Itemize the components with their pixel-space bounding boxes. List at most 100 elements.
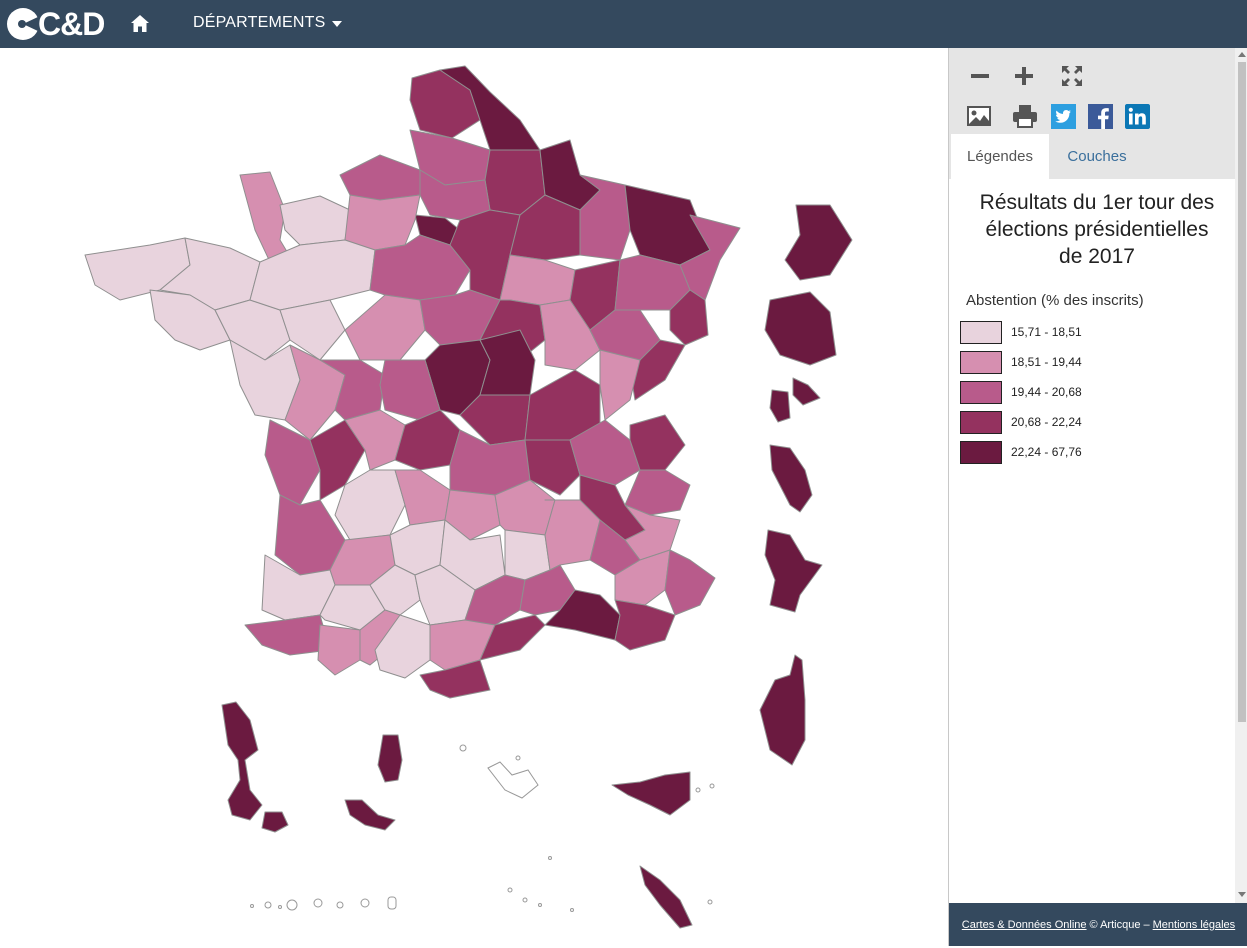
share-facebook-button[interactable] xyxy=(1086,102,1114,130)
legend-title-line: Résultats du 1er tour des xyxy=(979,191,1215,214)
department[interactable] xyxy=(149,289,231,351)
department[interactable] xyxy=(764,291,837,366)
legend-swatch xyxy=(960,410,1002,434)
export-image-button[interactable] xyxy=(965,102,993,130)
linkedin-icon xyxy=(1124,103,1150,129)
department[interactable] xyxy=(479,614,546,661)
department[interactable] xyxy=(344,799,396,831)
department[interactable] xyxy=(599,349,641,421)
fullscreen-button[interactable] xyxy=(1058,62,1086,90)
department[interactable] xyxy=(629,414,686,471)
scroll-thumb[interactable] xyxy=(1238,62,1246,722)
legend-item: 20,68 - 22,24 xyxy=(960,410,1160,434)
department[interactable] xyxy=(624,469,691,516)
department[interactable] xyxy=(764,529,823,613)
legend-swatch xyxy=(960,350,1002,374)
zoom-in-icon xyxy=(1015,67,1033,85)
legend-item: 18,51 - 19,44 xyxy=(960,350,1160,374)
legend-label: 19,44 - 20,68 xyxy=(1011,385,1082,399)
department[interactable] xyxy=(639,865,693,929)
department[interactable] xyxy=(344,194,421,251)
print-button[interactable] xyxy=(1011,102,1039,130)
department[interactable] xyxy=(279,195,351,246)
legend-label: 22,24 - 67,76 xyxy=(1011,445,1082,459)
tab-legends[interactable]: Légendes xyxy=(951,134,1049,179)
department[interactable] xyxy=(499,254,576,306)
department[interactable] xyxy=(339,154,421,201)
departments-dropdown-label: DÉPARTEMENTS xyxy=(193,14,326,31)
department[interactable] xyxy=(539,299,601,371)
logo[interactable]: C&D xyxy=(6,6,105,42)
home-button[interactable] xyxy=(128,12,152,36)
legal-notice-link[interactable]: Mentions légales xyxy=(1152,918,1236,931)
legend-swatch xyxy=(960,320,1002,344)
department[interactable] xyxy=(261,811,289,833)
legend-title-line: élections présidentielles xyxy=(985,218,1209,241)
share-linkedin-button[interactable] xyxy=(1123,102,1151,130)
department[interactable] xyxy=(317,624,361,676)
department[interactable] xyxy=(769,389,791,423)
panel-footer: Cartes & Données Online © Articque – Men… xyxy=(949,903,1247,946)
logo-text: C&D xyxy=(38,6,105,42)
print-icon xyxy=(1013,105,1037,128)
department[interactable] xyxy=(429,619,496,671)
overseas-insets xyxy=(221,204,853,929)
departments-dropdown[interactable]: DÉPARTEMENTS xyxy=(193,14,342,32)
department[interactable] xyxy=(769,444,813,513)
cartes-donnees-online-link[interactable]: Cartes & Données Online xyxy=(961,918,1087,931)
legend-panel: Légendes Couches Résultats du 1er tour d… xyxy=(948,48,1247,946)
zoom-in-button[interactable] xyxy=(1010,62,1038,90)
department[interactable] xyxy=(759,654,806,766)
map-canvas[interactable] xyxy=(0,48,948,946)
metropolitan-france xyxy=(84,65,741,699)
image-export-icon xyxy=(967,106,991,126)
department[interactable] xyxy=(611,771,691,816)
department[interactable] xyxy=(524,439,581,496)
scroll-down-arrow-icon[interactable] xyxy=(1238,892,1246,897)
department[interactable] xyxy=(589,519,641,576)
department[interactable] xyxy=(221,701,263,821)
chevron-down-icon xyxy=(331,21,342,27)
legend-tabs: Légendes Couches xyxy=(949,134,1235,179)
footer-copyright: © Articque – xyxy=(1089,918,1150,931)
small-islands-outlines xyxy=(250,744,715,912)
panel-scrollbar[interactable] xyxy=(1235,48,1247,903)
department[interactable] xyxy=(444,489,501,541)
legend-label: 20,68 - 22,24 xyxy=(1011,415,1082,429)
zoom-out-icon xyxy=(971,74,989,78)
legend-subtitle: Abstention (% des inscrits) xyxy=(966,292,1144,309)
legend-item: 22,24 - 67,76 xyxy=(960,440,1160,464)
department[interactable] xyxy=(792,377,821,406)
legend-item: 15,71 - 18,51 xyxy=(960,320,1160,344)
legend-swatch xyxy=(960,380,1002,404)
scroll-up-arrow-icon[interactable] xyxy=(1238,52,1246,57)
department[interactable] xyxy=(784,204,853,281)
zoom-out-button[interactable] xyxy=(966,62,994,90)
department[interactable] xyxy=(664,549,716,616)
home-icon xyxy=(131,15,149,32)
department[interactable] xyxy=(419,659,491,699)
twitter-icon xyxy=(1050,103,1076,129)
legend-title: Résultats du 1er tour des élections prés… xyxy=(957,189,1237,270)
department[interactable] xyxy=(369,234,471,301)
legend-title-line: de 2017 xyxy=(1059,245,1135,268)
fullscreen-icon xyxy=(1062,66,1082,86)
department[interactable] xyxy=(394,409,461,471)
legend-item: 19,44 - 20,68 xyxy=(960,380,1160,404)
department[interactable] xyxy=(614,599,676,651)
share-twitter-button[interactable] xyxy=(1049,102,1077,130)
department[interactable] xyxy=(344,294,426,361)
department[interactable] xyxy=(334,469,406,541)
department[interactable] xyxy=(394,469,451,526)
department[interactable] xyxy=(377,734,403,783)
department[interactable] xyxy=(279,299,346,361)
logo-mark-icon xyxy=(7,8,40,40)
facebook-icon xyxy=(1087,103,1113,129)
choropleth-map[interactable] xyxy=(0,48,948,946)
legend-swatch xyxy=(960,440,1002,464)
top-navigation-bar: C&D DÉPARTEMENTS xyxy=(0,0,1247,48)
department[interactable] xyxy=(244,614,331,656)
legend-label: 15,71 - 18,51 xyxy=(1011,325,1082,339)
tab-layers[interactable]: Couches xyxy=(1067,148,1127,165)
legend-label: 18,51 - 19,44 xyxy=(1011,355,1082,369)
